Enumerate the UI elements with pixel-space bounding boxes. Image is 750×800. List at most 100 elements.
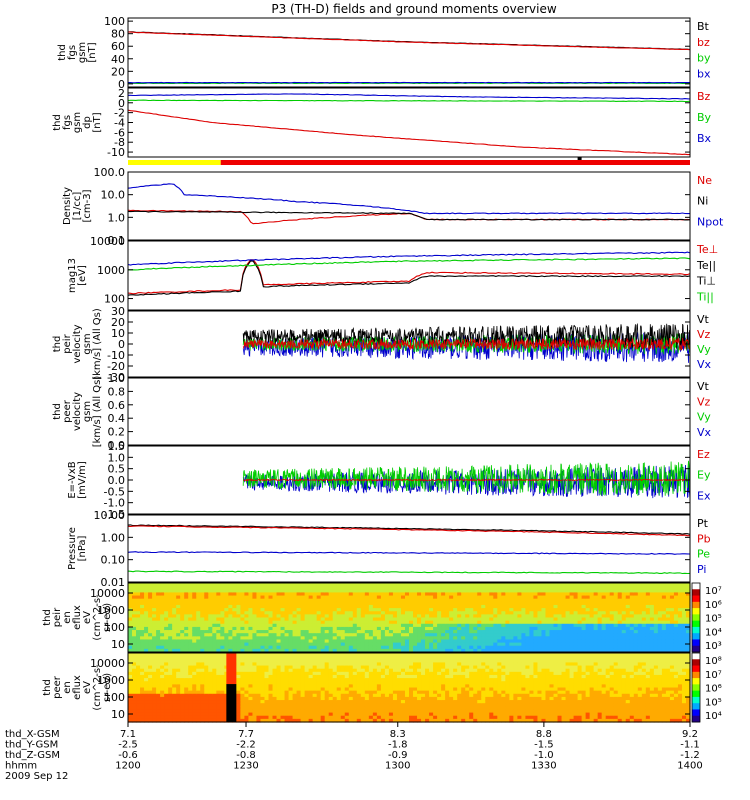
y-tick-label: 1.0 bbox=[108, 372, 126, 385]
data-gap bbox=[226, 684, 237, 722]
y-tick-label: 1000 bbox=[97, 264, 125, 277]
y-axis-label-line: sr-eV) bbox=[102, 673, 113, 702]
y-axis-label-line: [cm-3] bbox=[82, 189, 93, 222]
colorbar-tick-label: 10⁷ bbox=[705, 670, 722, 681]
x-axis-value: -2.2 bbox=[236, 740, 256, 751]
x-axis-value: 8.8 bbox=[536, 729, 552, 740]
y-axis-label: E=-VxB [mV/m] bbox=[67, 461, 88, 499]
y-tick-label: -10 bbox=[107, 146, 125, 159]
y-axis-label-line: velocity bbox=[72, 324, 83, 363]
y-tick-label: 0 bbox=[118, 338, 125, 351]
y-tick-label: -8 bbox=[114, 136, 125, 149]
legend-entry: Pt bbox=[697, 517, 709, 530]
y-tick-label: 10.0 bbox=[101, 189, 126, 202]
spectrogram bbox=[128, 653, 691, 723]
panel-frame bbox=[127, 377, 691, 446]
y-axis-label-line: sr-eV) bbox=[102, 603, 113, 632]
y-axis-label-line: Density bbox=[62, 187, 73, 225]
series-line-Ni bbox=[127, 210, 691, 221]
legend-entry: Ni bbox=[697, 195, 708, 208]
series-line-Ti|| bbox=[127, 257, 691, 271]
x-axis-value: 1400 bbox=[677, 761, 702, 772]
y-tick-label: 0.10 bbox=[101, 554, 126, 567]
x-axis-row-label: hhmm bbox=[5, 761, 37, 772]
y-tick-label: 0.1 bbox=[108, 234, 126, 247]
legend: Ez Ey Ex bbox=[697, 448, 711, 502]
y-axis-label-line: eflux bbox=[72, 605, 83, 630]
legend: Te⊥ Te|| Ti⊥ Ti|| bbox=[696, 243, 718, 303]
legend-entry: Vy bbox=[697, 411, 711, 424]
legend-entry: Te⊥ bbox=[696, 243, 718, 256]
y-tick-label: 20 bbox=[111, 316, 125, 329]
panel-frame bbox=[127, 171, 691, 241]
spectrogram bbox=[128, 583, 691, 653]
y-tick-label: 1000 bbox=[97, 674, 125, 687]
burst-band bbox=[226, 653, 237, 685]
y-axis-label-line: [km/s] (All Qs) bbox=[92, 376, 103, 448]
y-tick-label: 0.2 bbox=[108, 426, 126, 439]
y-axis-label-line: (cm^2-s- bbox=[92, 664, 103, 711]
panel-frame bbox=[127, 514, 691, 583]
colorbar-tick-label: 10⁴ bbox=[705, 627, 722, 638]
y-tick-label: 40 bbox=[111, 53, 125, 66]
colorbar-tick-label: 10⁶ bbox=[705, 600, 722, 611]
x-axis-row-label: thd_Z-GSM bbox=[5, 750, 60, 761]
y-tick-label: -1.0 bbox=[104, 497, 125, 510]
legend-entry: Npot bbox=[697, 215, 724, 228]
y-tick-label: 10000 bbox=[90, 657, 125, 670]
y-axis-label-line: eflux bbox=[72, 675, 83, 700]
colorbar: 10⁷ 10⁶ 10⁵ 10⁴ 10³ bbox=[691, 582, 722, 653]
x-axis-row-label: thd_Y-GSM bbox=[5, 740, 58, 751]
y-axis-label-line: thd bbox=[52, 114, 63, 131]
y-tick-label: 1.00 bbox=[101, 531, 126, 544]
y-tick-label: 1.0 bbox=[108, 211, 126, 224]
y-axis-label-line: [km/s] (All Qs) bbox=[92, 308, 103, 380]
y-axis-label-line: dp bbox=[82, 116, 93, 129]
x-axis-value: -1.2 bbox=[680, 750, 700, 761]
legend-entry: Vx bbox=[697, 358, 712, 371]
y-axis-label-line: [1/cc] bbox=[72, 192, 83, 221]
x-axis-value: -0.8 bbox=[236, 750, 256, 761]
colorbar-tick-label: 10⁷ bbox=[705, 586, 722, 597]
legend: Vt Vz Vy Vx bbox=[697, 313, 712, 371]
legend-entry: Ne bbox=[697, 174, 712, 187]
legend-entry: By bbox=[697, 111, 712, 124]
noise-trace bbox=[242, 336, 691, 351]
y-axis-label: thd peer velocity gsm [km/s] (All Qs) bbox=[52, 376, 103, 448]
y-tick-label: 0.4 bbox=[108, 412, 126, 425]
colorbar-tick-label: 10⁴ bbox=[705, 711, 722, 722]
colorbar-tick-label: 10⁶ bbox=[705, 684, 722, 695]
x-axis-value: -1.0 bbox=[534, 750, 554, 761]
x-axis-date: 2009 Sep 12 bbox=[5, 771, 68, 782]
y-tick-label: 60 bbox=[111, 40, 125, 53]
series-line-By bbox=[127, 99, 691, 103]
y-tick-label: 0 bbox=[118, 78, 125, 91]
x-axis-value: 9.2 bbox=[682, 729, 698, 740]
y-axis-label: Density [1/cc] [cm-3] bbox=[62, 187, 93, 225]
y-axis-label: thd peir velocity gsm [km/s] (All Qs) bbox=[52, 308, 103, 380]
legend: Bz By Bx bbox=[697, 90, 712, 145]
y-tick-label: 10.00 bbox=[94, 509, 126, 522]
y-tick-label: 10 bbox=[111, 638, 125, 651]
y-tick-label: 0.01 bbox=[101, 576, 126, 589]
y-axis-label-line: mag13 bbox=[67, 258, 78, 293]
y-axis-label-line: peir bbox=[52, 607, 63, 627]
y-axis-label-line: peer bbox=[62, 399, 73, 423]
series-line-Pi bbox=[127, 551, 691, 555]
y-axis-label-line: [nPa] bbox=[77, 535, 88, 561]
y-tick-label: -0.5 bbox=[104, 485, 125, 498]
series-line-Pt bbox=[127, 524, 691, 535]
legend-entry: Ey bbox=[697, 469, 711, 482]
y-axis-label: Pressure [nPa] bbox=[67, 527, 88, 570]
x-axis-value: 8.3 bbox=[390, 729, 406, 740]
y-axis-label-line: [eV] bbox=[77, 265, 88, 286]
y-tick-label: 100 bbox=[104, 15, 125, 28]
legend-entry: Bt bbox=[697, 20, 710, 33]
legend-entry: by bbox=[697, 52, 711, 65]
y-tick-label: 100 bbox=[104, 691, 125, 704]
series-line-Npot bbox=[127, 183, 690, 215]
legend: Bt bz by bx bbox=[697, 20, 711, 80]
noise-trace bbox=[243, 478, 691, 482]
y-axis-label-line: velocity bbox=[72, 392, 83, 431]
